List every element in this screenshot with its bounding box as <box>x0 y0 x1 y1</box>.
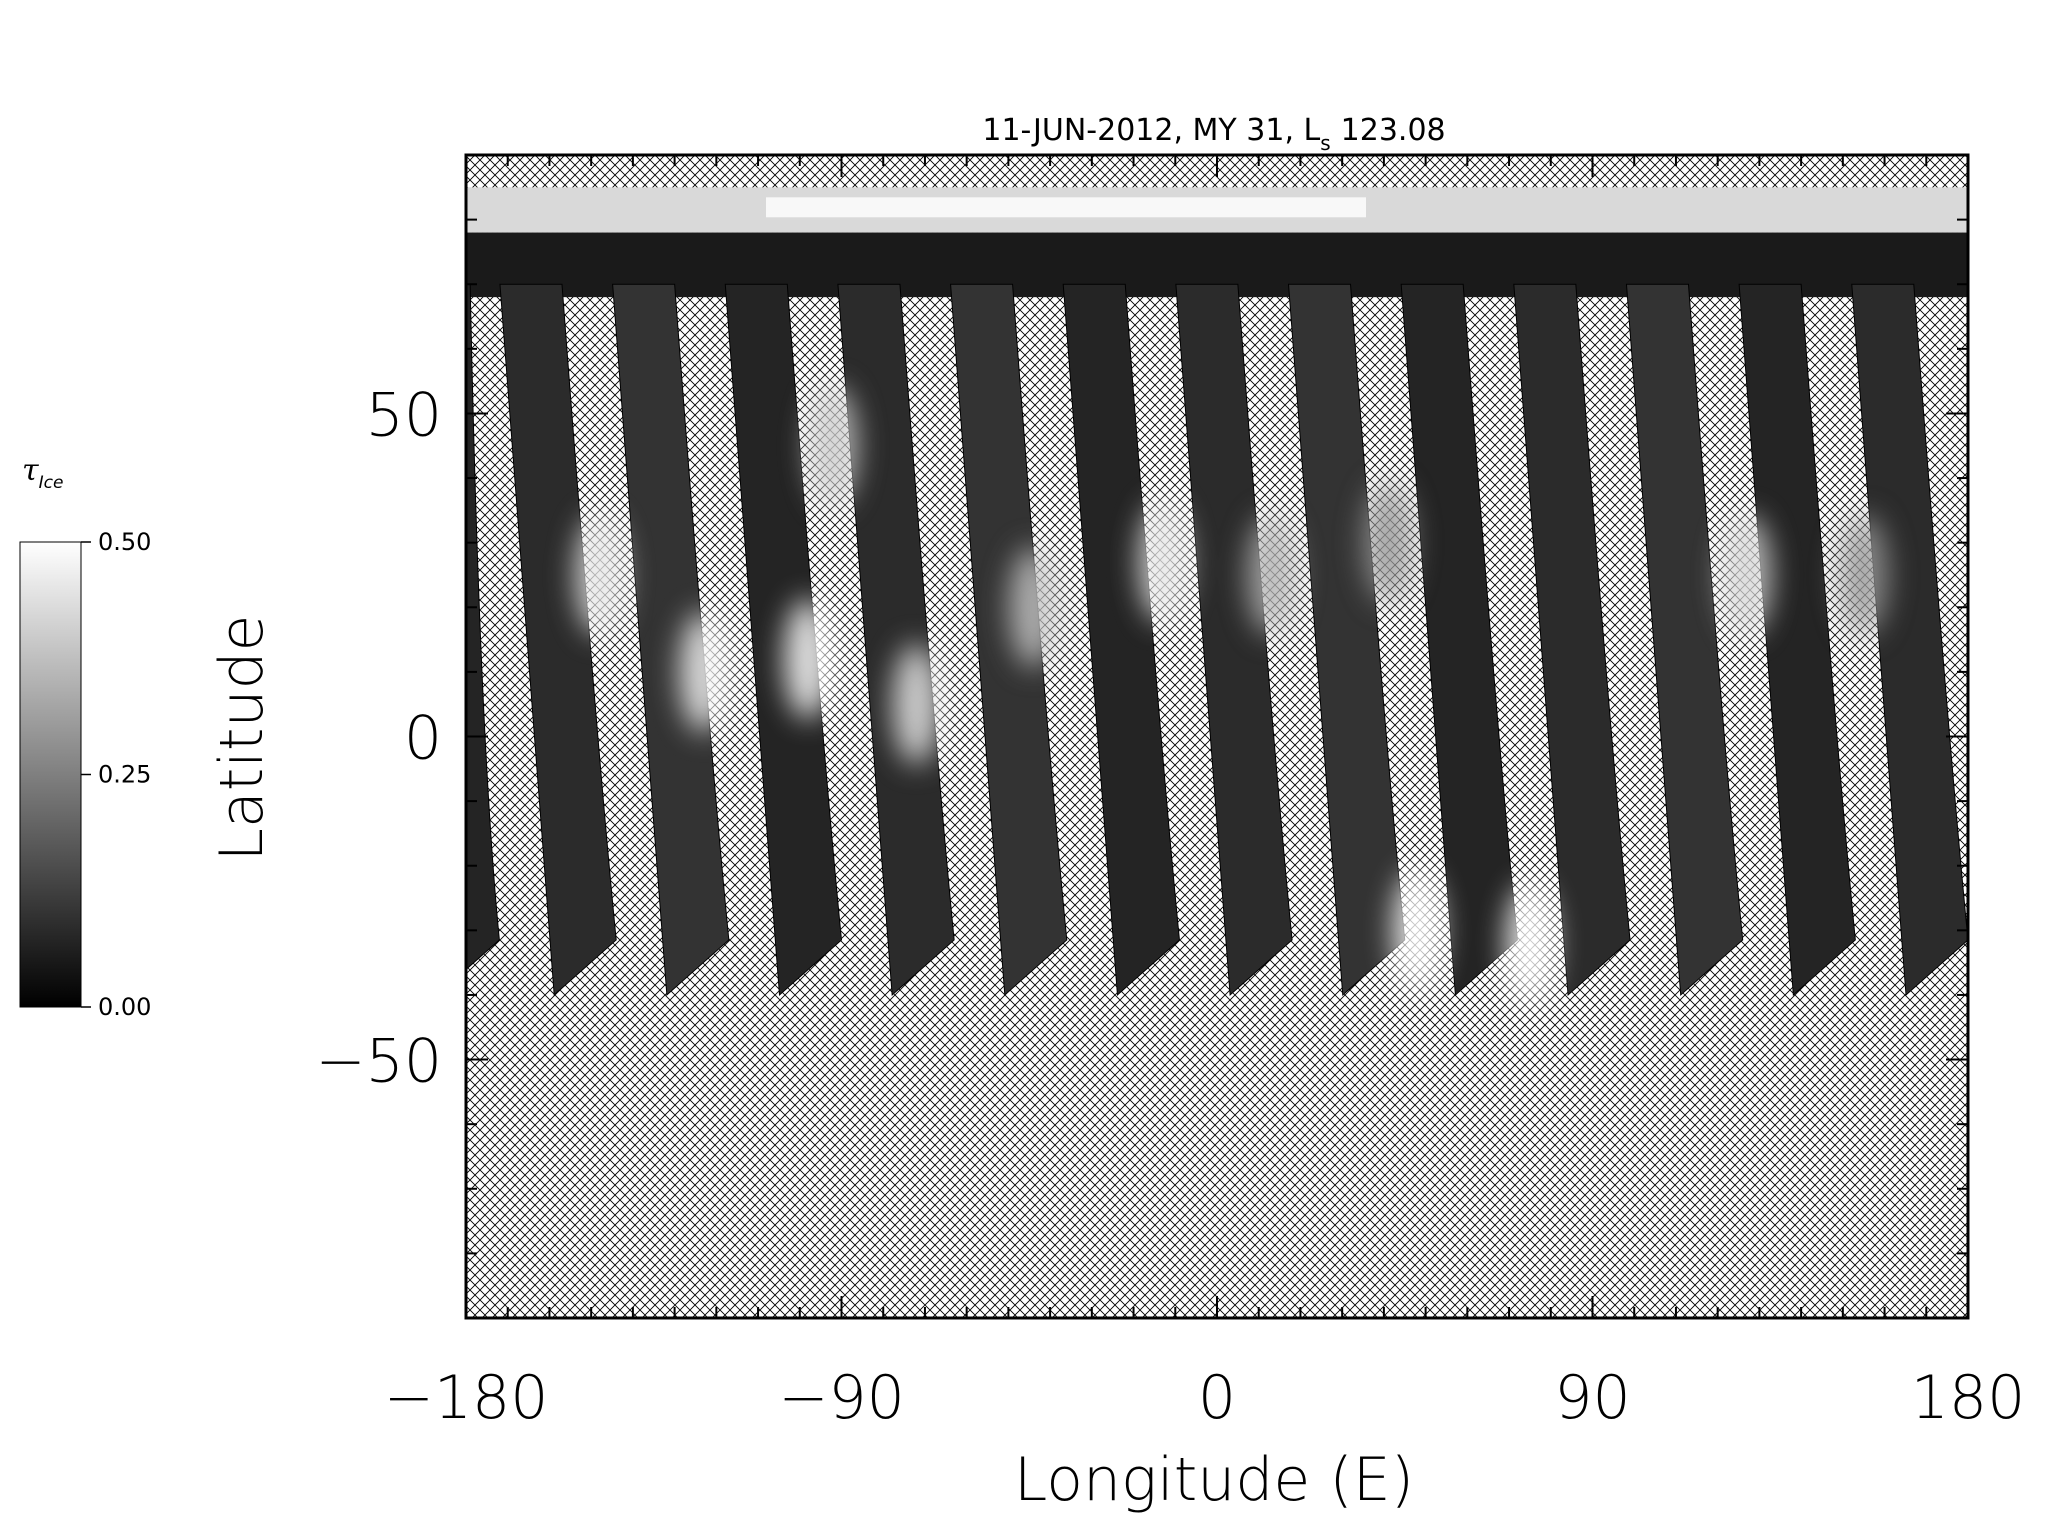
cloud-feature <box>1393 870 1442 991</box>
axis-ticks <box>465 154 1969 1319</box>
colorbar-tick-label: 0.25 <box>98 761 151 789</box>
chart-title: 11-JUN-2012, MY 31, Ls 123.08 <box>982 113 1445 155</box>
cloud-feature <box>809 385 858 506</box>
x-tick-label: 90 <box>1554 1363 1630 1433</box>
swaths <box>466 283 1968 996</box>
colorbar-title: τIce <box>22 453 63 493</box>
swath <box>1851 283 1968 996</box>
x-axis-title: Longitude (E) <box>1014 1445 1414 1515</box>
cloud-feature <box>679 611 728 732</box>
cloud-feature <box>1138 502 1187 623</box>
plot-area <box>466 155 1968 1318</box>
cloud-feature <box>575 514 624 635</box>
cloud-feature <box>1364 482 1413 603</box>
swath <box>1738 283 1856 996</box>
cloud-feature <box>892 644 941 765</box>
cloud-feature <box>1839 514 1888 635</box>
cloud-feature <box>1722 514 1771 635</box>
swath <box>612 283 730 996</box>
x-tick-label: −90 <box>778 1363 905 1433</box>
cloud-feature <box>1247 514 1296 635</box>
y-axis-title: Latitude <box>207 615 277 862</box>
colorbar-tick-label: 0.00 <box>98 993 151 1021</box>
axis-tick-labels: −180 −90 0 90 180 −50 0 50 <box>315 380 2025 1433</box>
polar-cap-highlight <box>766 197 1366 218</box>
colorbar-ticks: 0.00 0.25 0.50 <box>81 528 151 1021</box>
swath <box>1062 283 1180 996</box>
x-tick-label: −180 <box>384 1363 549 1433</box>
colorbar-gradient <box>19 541 82 1008</box>
swath <box>1625 283 1744 996</box>
x-tick-label: 0 <box>1198 1363 1236 1433</box>
swath <box>1287 283 1406 996</box>
x-tick-label: 180 <box>1911 1363 2026 1433</box>
swath <box>837 283 955 996</box>
colorbar: τIce 0.00 0.25 0.50 <box>19 453 151 1021</box>
y-tick-label: 0 <box>404 704 442 774</box>
cloud-feature <box>784 598 833 719</box>
cloud-features <box>575 385 1888 1004</box>
swath <box>1513 283 1631 996</box>
swath <box>1400 283 1518 996</box>
y-tick-label: −50 <box>315 1027 442 1097</box>
swath <box>466 283 500 971</box>
swath <box>950 283 1068 996</box>
swath <box>499 283 617 996</box>
swath <box>1175 283 1293 996</box>
cloud-feature <box>1009 547 1058 668</box>
data-layer <box>466 187 1968 1004</box>
cloud-feature <box>1505 883 1554 1004</box>
swath <box>724 283 843 996</box>
colorbar-tick-label: 0.50 <box>98 528 151 556</box>
y-tick-label: 50 <box>366 380 442 450</box>
